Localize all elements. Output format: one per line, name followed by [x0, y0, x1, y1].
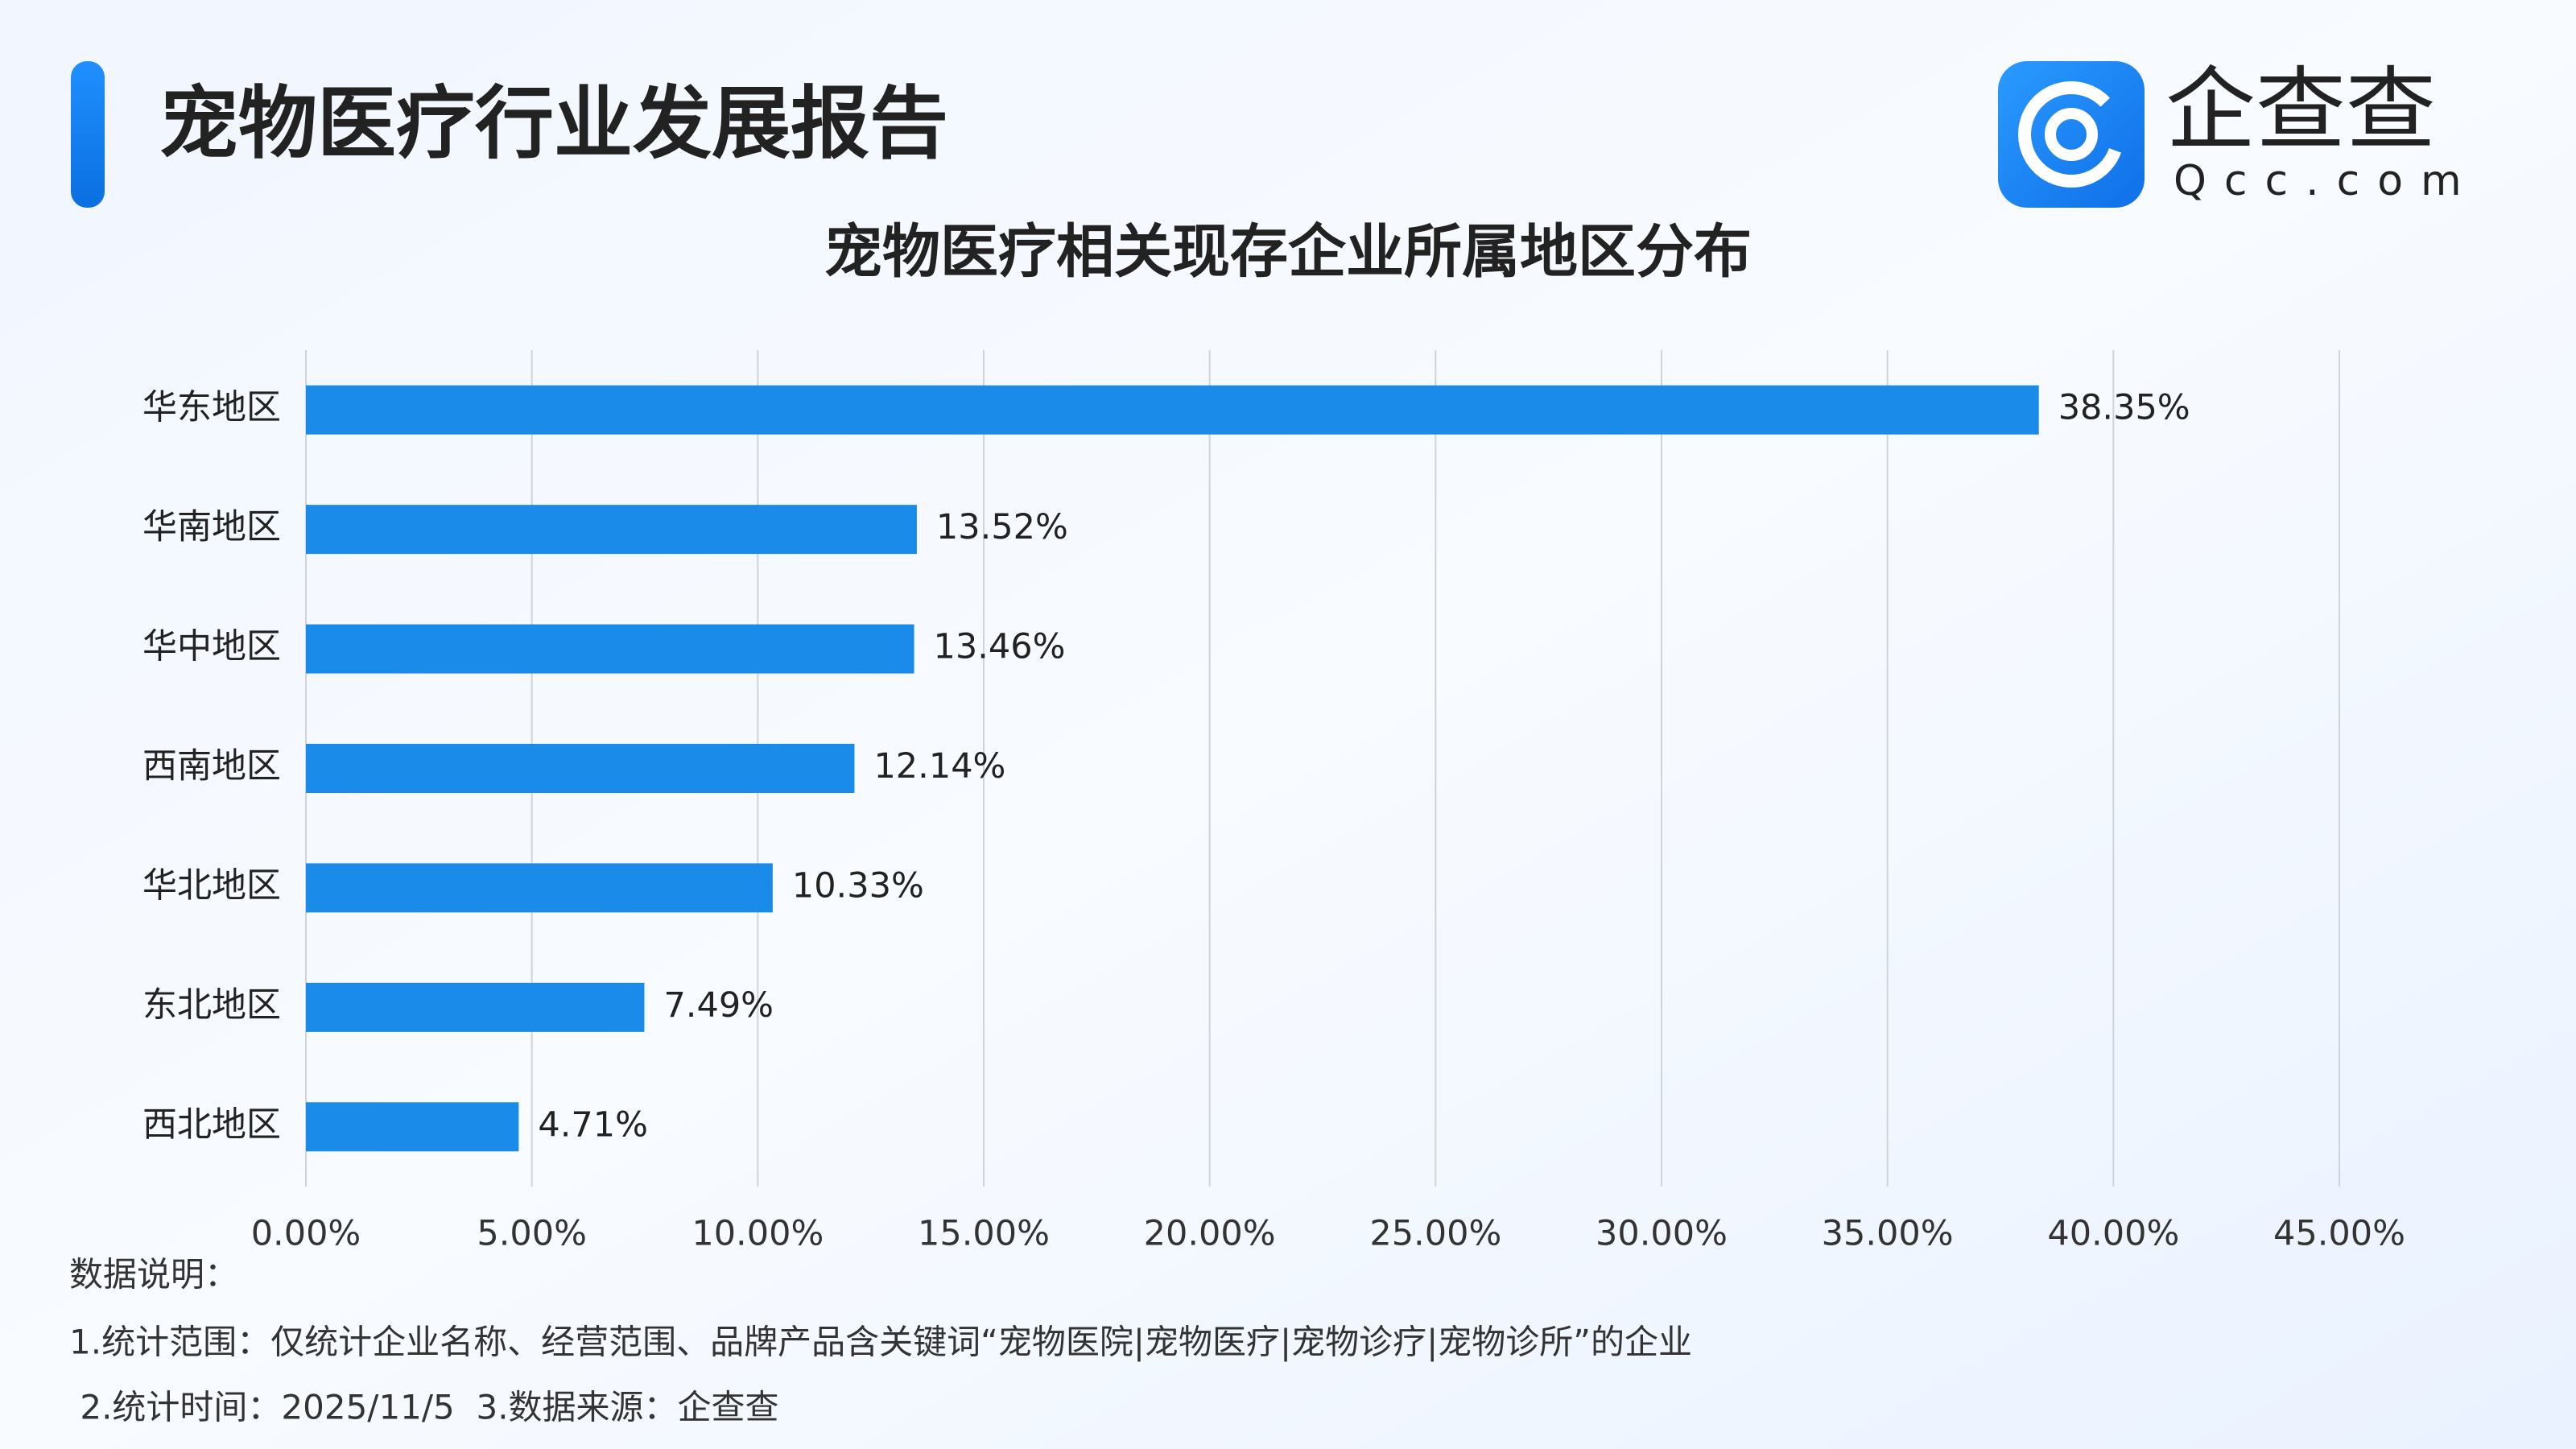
value-label: 38.35%: [2058, 388, 2190, 428]
y-tick-label: 西北地区: [142, 1104, 281, 1145]
x-tick-label: 40.00%: [2047, 1214, 2179, 1254]
x-tick-label: 45.00%: [2273, 1214, 2405, 1254]
value-label: 13.46%: [934, 627, 1066, 667]
y-tick-label: 华南地区: [142, 507, 281, 547]
y-tick-label: 东北地区: [142, 985, 281, 1026]
x-tick-label: 15.00%: [918, 1214, 1050, 1254]
logo-text: 企查查: [2165, 58, 2436, 163]
x-tick-label: 0.00%: [251, 1214, 361, 1254]
chart-title: 宠物医疗相关现存企业所属地区分布: [824, 218, 1752, 286]
value-label: 7.49%: [663, 985, 774, 1026]
value-label: 4.71%: [538, 1104, 648, 1145]
y-tick-label: 华北地区: [142, 865, 281, 906]
value-label: 12.14%: [873, 746, 1005, 786]
x-tick-label: 35.00%: [1822, 1214, 1954, 1254]
title-accent: [71, 61, 105, 208]
y-tick-label: 西南地区: [142, 746, 281, 786]
value-label: 13.52%: [936, 507, 1068, 547]
note: 1.统计范围：仅统计企业名称、经营范围、品牌产品含关键词“宠物医院|宠物医疗|宠…: [69, 1323, 1692, 1362]
y-tick-label: 华中地区: [142, 627, 281, 667]
x-tick-label: 20.00%: [1144, 1214, 1276, 1254]
bar: [306, 505, 917, 555]
logo-ring: [2018, 81, 2124, 188]
x-tick-label: 30.00%: [1596, 1214, 1728, 1254]
bar: [306, 624, 914, 674]
bar: [306, 744, 855, 793]
logo: 企查查 Qcc.com: [1998, 58, 2479, 208]
note: 2.统计时间：2025/11/5 3.数据来源：企查查: [69, 1388, 779, 1427]
bar: [306, 385, 2039, 435]
value-label: 10.33%: [792, 865, 924, 906]
logo-core: [2045, 108, 2098, 161]
logo-subtext: Qcc.com: [2174, 157, 2479, 205]
bar: [306, 982, 645, 1032]
bar: [306, 863, 773, 913]
note: 数据说明：: [69, 1255, 238, 1294]
x-tick-label: 10.00%: [691, 1214, 824, 1254]
page-title: 宠物医疗行业发展报告: [159, 78, 948, 170]
y-tick-label: 华东地区: [142, 388, 281, 428]
x-tick-label: 5.00%: [477, 1214, 587, 1254]
x-tick-label: 25.00%: [1369, 1214, 1501, 1254]
bar: [306, 1102, 519, 1152]
